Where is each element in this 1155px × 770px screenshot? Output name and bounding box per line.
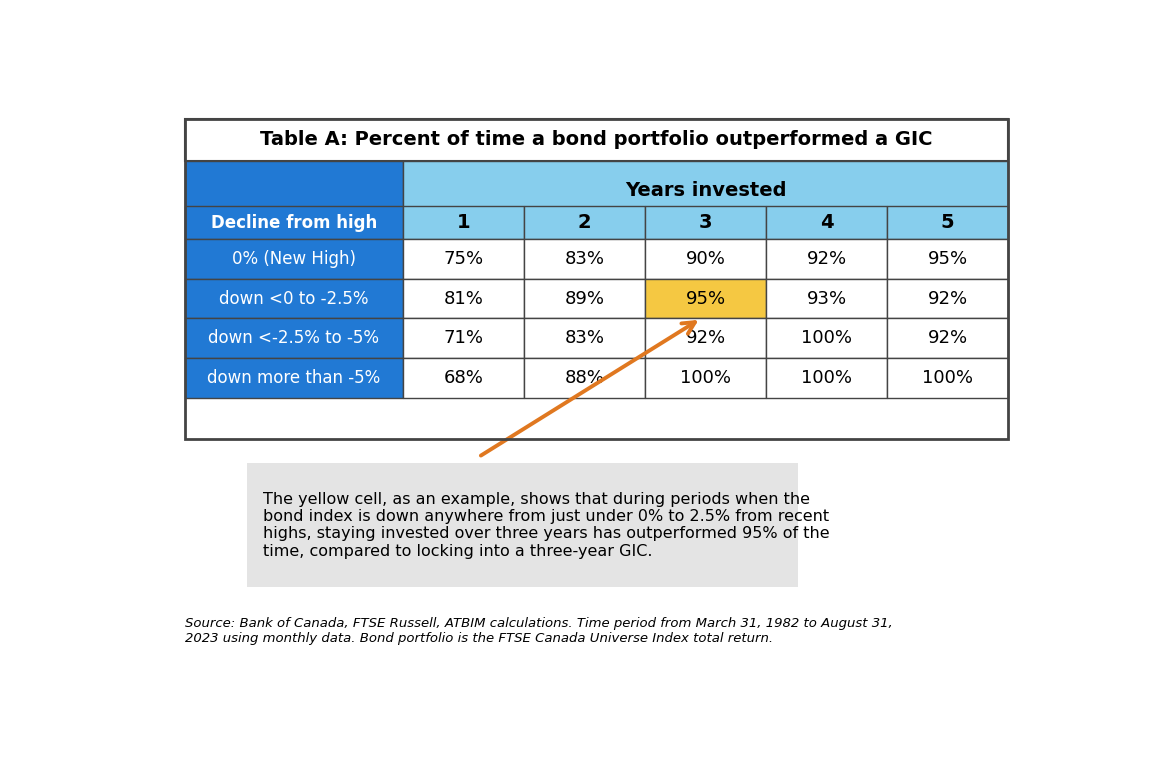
Text: Table A: Percent of time a bond portfolio outperformed a GIC: Table A: Percent of time a bond portfoli… — [260, 130, 933, 149]
Text: 83%: 83% — [565, 330, 604, 347]
Bar — [887, 358, 1008, 397]
Text: 88%: 88% — [565, 369, 604, 387]
Text: 90%: 90% — [686, 250, 725, 268]
Bar — [524, 206, 644, 239]
Bar — [524, 318, 644, 358]
Bar — [524, 358, 644, 397]
Bar — [185, 318, 403, 358]
Bar — [185, 119, 1008, 161]
Bar — [403, 318, 524, 358]
Bar — [766, 279, 887, 318]
Bar — [887, 239, 1008, 279]
Text: 71%: 71% — [444, 330, 484, 347]
Text: 95%: 95% — [685, 290, 725, 307]
Bar — [185, 119, 1008, 439]
Bar — [185, 239, 403, 279]
Text: 75%: 75% — [444, 250, 484, 268]
Bar — [644, 239, 766, 279]
Text: 81%: 81% — [444, 290, 483, 307]
Text: 3: 3 — [699, 213, 713, 233]
Text: 95%: 95% — [927, 250, 968, 268]
Bar — [403, 239, 524, 279]
Bar — [644, 279, 766, 318]
Text: 2: 2 — [578, 213, 591, 233]
Text: 89%: 89% — [565, 290, 604, 307]
Text: down <-2.5% to -5%: down <-2.5% to -5% — [208, 330, 379, 347]
Text: down <0 to -2.5%: down <0 to -2.5% — [219, 290, 368, 307]
Text: 5: 5 — [941, 213, 954, 233]
Bar — [644, 358, 766, 397]
Text: The yellow cell, as an example, shows that during periods when the
bond index is: The yellow cell, as an example, shows th… — [263, 491, 830, 559]
Bar — [403, 161, 1008, 239]
Text: 68%: 68% — [444, 369, 483, 387]
Bar — [887, 279, 1008, 318]
Text: Source: Bank of Canada, FTSE Russell, ATBIM calculations. Time period from March: Source: Bank of Canada, FTSE Russell, AT… — [185, 617, 893, 645]
Text: 83%: 83% — [565, 250, 604, 268]
Bar — [766, 239, 887, 279]
Text: 92%: 92% — [806, 250, 847, 268]
Bar — [644, 206, 766, 239]
Text: Years invested: Years invested — [625, 181, 787, 200]
Bar — [185, 358, 403, 397]
Bar — [403, 358, 524, 397]
Bar — [403, 206, 524, 239]
Text: 0% (New High): 0% (New High) — [232, 250, 356, 268]
Text: 92%: 92% — [927, 290, 968, 307]
Bar — [766, 206, 887, 239]
Text: 100%: 100% — [802, 369, 852, 387]
Bar — [185, 206, 403, 239]
Bar — [403, 279, 524, 318]
Bar — [185, 161, 403, 239]
Bar — [524, 239, 644, 279]
Text: Decline from high: Decline from high — [210, 213, 377, 232]
Text: 4: 4 — [820, 213, 834, 233]
Bar — [247, 463, 798, 588]
Bar — [524, 279, 644, 318]
Text: 1: 1 — [456, 213, 470, 233]
Text: 100%: 100% — [680, 369, 731, 387]
Text: 92%: 92% — [685, 330, 725, 347]
Text: 100%: 100% — [802, 330, 852, 347]
Text: down more than -5%: down more than -5% — [207, 369, 380, 387]
Bar — [644, 318, 766, 358]
Text: 100%: 100% — [922, 369, 974, 387]
Bar — [887, 318, 1008, 358]
Bar — [887, 206, 1008, 239]
Bar — [766, 318, 887, 358]
Text: 93%: 93% — [806, 290, 847, 307]
Bar — [185, 279, 403, 318]
Bar — [766, 358, 887, 397]
Text: 92%: 92% — [927, 330, 968, 347]
